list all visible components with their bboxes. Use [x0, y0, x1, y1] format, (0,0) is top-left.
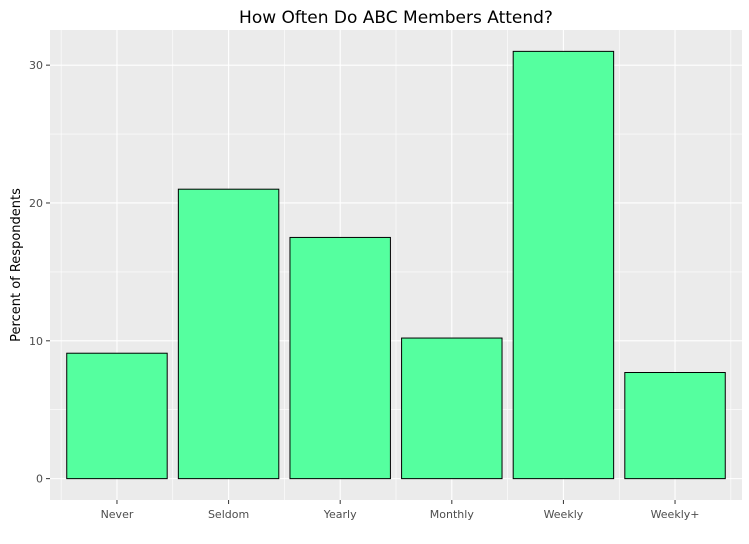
- bar: [66, 352, 168, 480]
- bar: [401, 337, 503, 480]
- bar: [289, 236, 391, 480]
- bar: [624, 372, 726, 480]
- x-axis-ticks: Never Seldom Yearly Monthly Weekly Weekly+: [101, 500, 700, 521]
- y-axis-ticks: 0 10 20 30: [29, 59, 50, 486]
- chart-title: How Often Do ABC Members Attend?: [239, 8, 553, 28]
- y-tick-label: 0: [36, 473, 43, 486]
- x-tick-label: Never: [101, 508, 134, 521]
- y-tick-label: 30: [29, 59, 43, 72]
- bar: [512, 50, 615, 480]
- x-tick-label: Weekly: [544, 508, 584, 521]
- x-tick-label: Seldom: [208, 508, 249, 521]
- x-tick-label: Monthly: [430, 508, 475, 521]
- x-tick-label: Yearly: [323, 508, 357, 521]
- bar: [177, 188, 280, 480]
- bars: [66, 50, 726, 480]
- y-tick-label: 20: [29, 197, 43, 210]
- y-axis-title: Percent of Respondents: [9, 188, 24, 342]
- x-tick-label: Weekly+: [651, 508, 700, 521]
- y-tick-label: 10: [29, 335, 43, 348]
